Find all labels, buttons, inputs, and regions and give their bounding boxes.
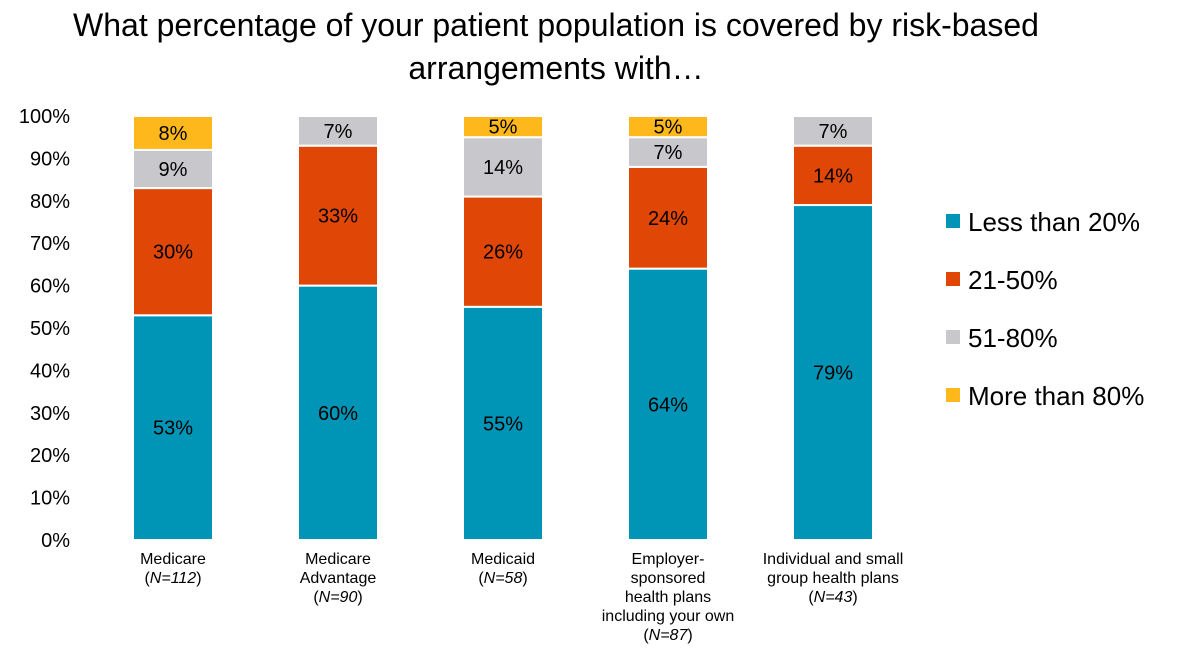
bar-segment bbox=[297, 284, 379, 541]
legend-label: Less than 20% bbox=[968, 207, 1140, 237]
data-label: 24% bbox=[648, 208, 688, 230]
category-label: Medicaid (N=58) bbox=[471, 551, 535, 587]
data-label: 14% bbox=[483, 157, 523, 179]
data-label: 55% bbox=[483, 413, 523, 435]
legend-swatch bbox=[946, 272, 960, 286]
bar-segment bbox=[627, 115, 709, 139]
data-label: 60% bbox=[318, 403, 358, 425]
category-n-label: (N=58) bbox=[478, 570, 527, 587]
bar-stack: 53% 30% 9% 8% bbox=[132, 115, 214, 541]
category-label-line: Advantage bbox=[300, 570, 377, 587]
y-tick-label: 80% bbox=[30, 191, 70, 213]
bar-segment bbox=[627, 165, 709, 270]
category-label: Medicare Advantage (N=90) bbox=[300, 551, 377, 606]
category-n-label: (N=90) bbox=[313, 589, 362, 606]
y-tick-label: 100% bbox=[19, 106, 70, 128]
data-label: 5% bbox=[654, 117, 683, 139]
data-label: 7% bbox=[324, 121, 353, 143]
bar-stack: 60% 33% 7% bbox=[297, 115, 379, 541]
category-label-line: Individual and small bbox=[763, 551, 904, 568]
data-label: 33% bbox=[318, 206, 358, 228]
category-labels: Medicare(N=112)MedicareAdvantage(N=90)Me… bbox=[140, 551, 903, 644]
category-label-line: Medicare bbox=[140, 551, 206, 568]
data-label: 9% bbox=[159, 159, 188, 181]
data-label: 14% bbox=[813, 165, 853, 187]
bar-segment bbox=[297, 144, 379, 287]
chart-title-line-1: What percentage of your patient populati… bbox=[73, 7, 1039, 43]
data-label: 53% bbox=[153, 418, 193, 440]
chart-title: What percentage of your patient populati… bbox=[73, 7, 1039, 86]
category-label-line: Medicare bbox=[305, 551, 371, 568]
y-tick-label: 50% bbox=[30, 318, 70, 340]
category-label: Individual and small group health plans (N… bbox=[763, 551, 904, 606]
data-label: 7% bbox=[819, 121, 848, 143]
y-tick-label: 90% bbox=[30, 148, 70, 170]
bar-segment bbox=[132, 314, 214, 541]
legend-label: 51-80% bbox=[968, 323, 1058, 353]
bar-segment bbox=[627, 136, 709, 168]
data-label: 30% bbox=[153, 242, 193, 264]
category-label-line: Employer- bbox=[632, 551, 705, 568]
category-n-label: (N=87) bbox=[643, 627, 692, 644]
category-label-line: sponsored bbox=[631, 570, 706, 587]
legend-label: More than 80% bbox=[968, 381, 1144, 411]
category-label-line: Medicaid bbox=[471, 551, 535, 568]
y-tick-label: 30% bbox=[30, 403, 70, 425]
bar-segment bbox=[462, 115, 544, 139]
legend-swatch bbox=[946, 330, 960, 344]
data-label: 64% bbox=[648, 394, 688, 416]
legend: Less than 20% 21-50% 51-80% More than 80% bbox=[946, 207, 1144, 411]
category-label: Employer-sponsored health plans including … bbox=[602, 551, 735, 644]
data-label: 26% bbox=[483, 242, 523, 264]
legend-label: 21-50% bbox=[968, 265, 1058, 295]
y-tick-label: 60% bbox=[30, 276, 70, 298]
y-tick-label: 70% bbox=[30, 233, 70, 255]
category-n-label: (N=43) bbox=[808, 589, 857, 606]
bar-stack: 79% 14% 7% bbox=[792, 115, 874, 541]
bar-segment bbox=[792, 204, 874, 541]
bar-segment bbox=[297, 115, 379, 147]
bar-stack: 55% 26% 14% 5% bbox=[462, 115, 544, 541]
category-label-line: health plans bbox=[625, 589, 711, 606]
legend-item: More than 80% bbox=[946, 381, 1144, 411]
y-tick-label: 10% bbox=[30, 488, 70, 510]
bar-segment bbox=[792, 115, 874, 147]
bar-segment bbox=[462, 305, 544, 541]
data-label: 79% bbox=[813, 363, 853, 385]
legend-swatch bbox=[946, 214, 960, 228]
y-tick-label: 40% bbox=[30, 360, 70, 382]
bar-segment bbox=[792, 144, 874, 207]
legend-item: 51-80% bbox=[946, 323, 1058, 353]
bar-segment bbox=[132, 187, 214, 317]
bar-segment bbox=[462, 136, 544, 198]
bar-segment bbox=[132, 115, 214, 151]
category-label: Medicare (N=112) bbox=[140, 551, 206, 587]
y-tick-label: 20% bbox=[30, 445, 70, 467]
data-label: 8% bbox=[159, 123, 188, 145]
bar-segment bbox=[462, 195, 544, 308]
chart-title-line-2: arrangements with… bbox=[408, 50, 703, 86]
y-tick-label: 0% bbox=[41, 530, 70, 552]
bar-segment bbox=[627, 267, 709, 541]
legend-item: 21-50% bbox=[946, 265, 1058, 295]
data-label: 5% bbox=[489, 117, 518, 139]
category-label-line: group health plans bbox=[767, 570, 899, 587]
y-axis: 0% 10% 20% 30% 40% 50% 60% 70% 80% 90% 100% bbox=[19, 106, 70, 552]
category-label-line: including your own bbox=[602, 608, 735, 625]
legend-swatch bbox=[946, 388, 960, 402]
data-label: 7% bbox=[654, 142, 683, 164]
legend-item: Less than 20% bbox=[946, 207, 1140, 237]
category-n-label: (N=112) bbox=[144, 570, 201, 587]
bar-stack: 64% 24% 7% 5% bbox=[627, 115, 709, 541]
bars: 53% 30% 9% 8% 60% 33% 7% 55% 26% 14% 5% 64% 24% 7% 5% 7… bbox=[132, 115, 874, 541]
